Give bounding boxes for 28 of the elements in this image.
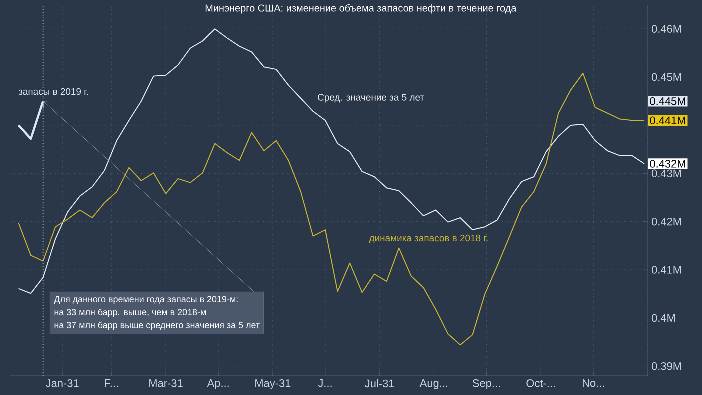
x-tick-label: J... — [318, 380, 332, 388]
series-label: запасы в 2019 г. — [18, 88, 88, 96]
y-tick-label: 0.4M — [652, 314, 675, 322]
x-tick-label: Aug... — [420, 380, 448, 390]
x-tick-label: Ap... — [207, 380, 229, 390]
y-tick-label: 0.41M — [652, 266, 682, 274]
x-tick-label: No... — [583, 380, 604, 388]
x-tick-label: Sep... — [472, 380, 500, 390]
x-tick-label: Oct-... — [526, 380, 556, 388]
annotation: на 37 млн барр выше среднего значения за 5 лет — [54, 322, 260, 330]
y-tick-label: 0.39M — [652, 362, 682, 370]
y-tick-label: 0.42M — [652, 218, 682, 226]
x-tick-label: F... — [105, 380, 118, 388]
text: 0.445M — [650, 98, 686, 106]
series-label: динамика запасов в 2018 г. — [369, 234, 488, 244]
x-tick-label: Jan-31 — [46, 380, 79, 388]
x-tick-label: May-31 — [256, 380, 291, 390]
chart-title: Минэнерго США: изменение объема запасов нефти в течение года — [206, 4, 517, 14]
x-tick-label: Jul-31 — [365, 380, 394, 388]
x-tick-label: Mar-31 — [150, 380, 183, 388]
y-tick-label: 0.45M — [652, 73, 682, 82]
data-label: 0.432M — [650, 160, 686, 168]
data-label: 0.441M — [650, 116, 686, 125]
annotation: на 33 млн барр. выше, чем в 2018-м — [54, 308, 206, 318]
annotation: Для данного времени года запасы в 2019-м: — [54, 296, 238, 304]
series-label: Сред. значение за 5 лет — [318, 94, 424, 103]
y-tick-label: 0.46M — [652, 25, 682, 33]
y-tick-label: 0.43M — [652, 170, 682, 178]
